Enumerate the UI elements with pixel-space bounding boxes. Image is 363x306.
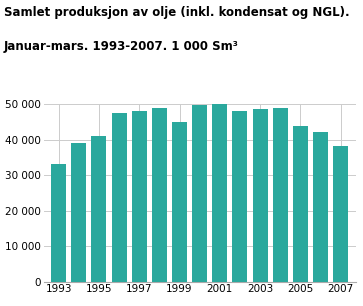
- Bar: [293, 126, 308, 282]
- Bar: [111, 113, 127, 282]
- Text: Januar-mars. 1993-2007. 1 000 Sm³: Januar-mars. 1993-2007. 1 000 Sm³: [4, 40, 238, 53]
- Bar: [333, 146, 348, 282]
- Bar: [172, 122, 187, 282]
- Bar: [152, 108, 167, 282]
- Bar: [212, 104, 227, 282]
- Bar: [232, 111, 248, 282]
- Bar: [273, 108, 288, 282]
- Bar: [313, 132, 328, 282]
- Text: Samlet produksjon av olje (inkl. kondensat og NGL).: Samlet produksjon av olje (inkl. kondens…: [4, 6, 349, 19]
- Bar: [132, 111, 147, 282]
- Bar: [192, 105, 207, 282]
- Bar: [51, 164, 66, 282]
- Bar: [91, 136, 106, 282]
- Bar: [71, 143, 86, 282]
- Bar: [253, 109, 268, 282]
